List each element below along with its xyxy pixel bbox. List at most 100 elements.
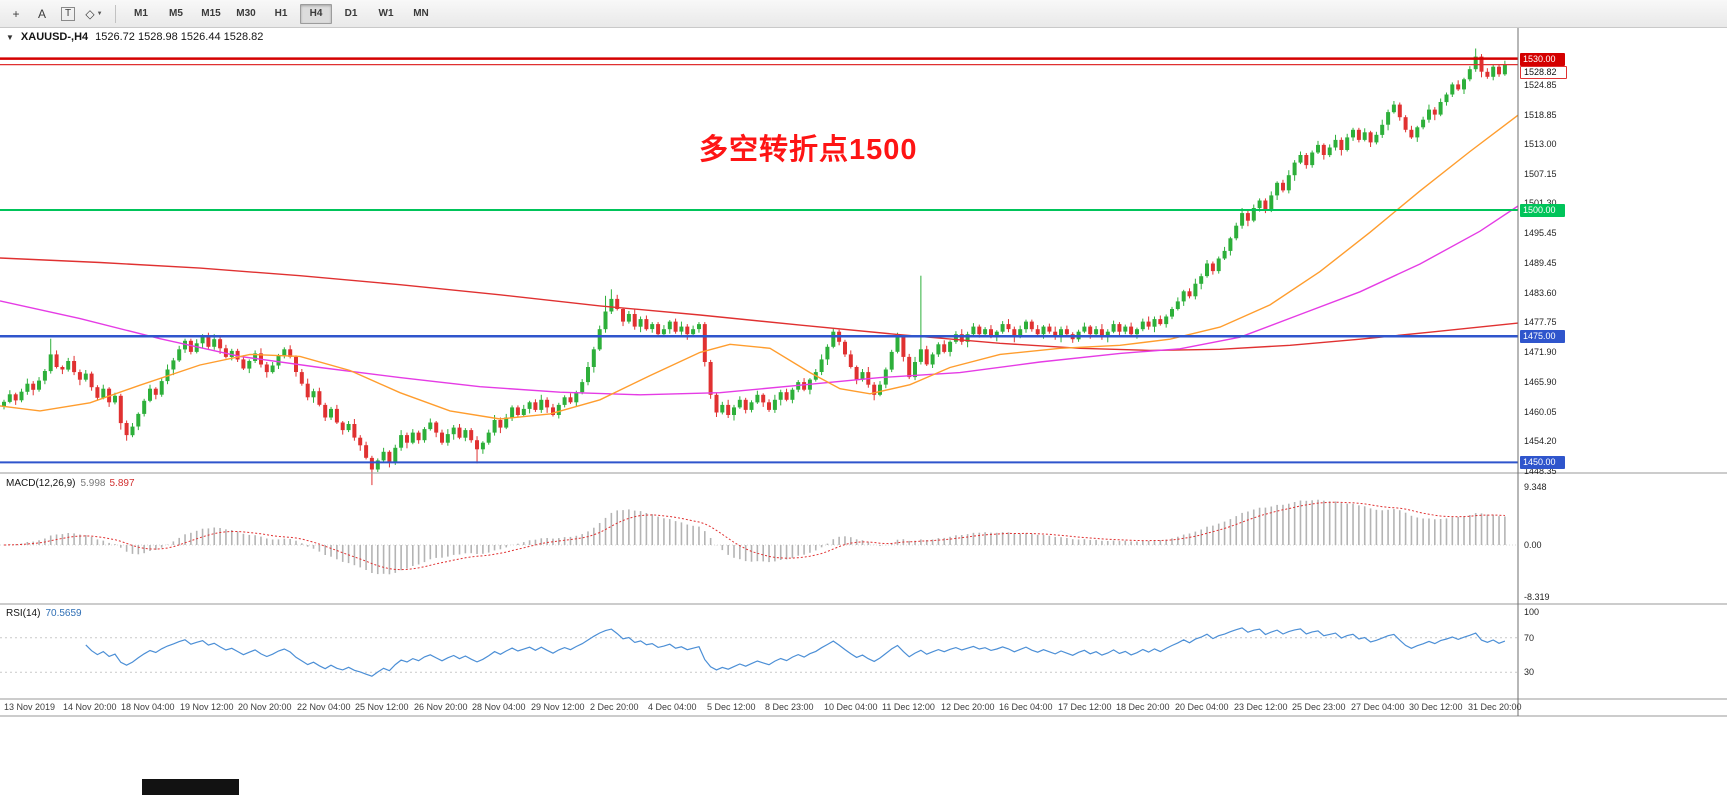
- candle-body: [334, 408, 339, 423]
- candle-body: [218, 339, 223, 349]
- candle-body: [1245, 213, 1250, 221]
- candle-body: [702, 324, 707, 362]
- timeframe-button-m30[interactable]: M30: [236, 8, 256, 19]
- macd-signal-line: [3, 501, 1505, 571]
- candle-body: [983, 329, 988, 335]
- candle-body: [918, 349, 923, 362]
- rsi-value: 70.5659: [45, 608, 82, 619]
- candle-body: [597, 329, 602, 350]
- candle-body: [264, 364, 269, 373]
- macd-scale-0.00: 0.00: [1524, 540, 1542, 550]
- timeframe-button-m5[interactable]: M5: [169, 8, 183, 19]
- candle-body: [720, 404, 725, 413]
- candle-body: [708, 362, 713, 395]
- candle-body: [1193, 283, 1198, 297]
- candle-body: [673, 321, 678, 332]
- crosshair-tool-icon: +: [12, 6, 20, 21]
- timeframe-button-h1[interactable]: H1: [274, 8, 288, 19]
- price-level-badge-1500.00: 1500.00: [1520, 204, 1565, 217]
- candle-body: [656, 324, 661, 335]
- candle-body: [288, 349, 293, 357]
- candle-body: [340, 422, 345, 431]
- candle-body: [113, 395, 117, 403]
- candle-body: [177, 349, 182, 361]
- time-axis-label: 28 Nov 04:00: [472, 702, 526, 712]
- candle-body: [54, 354, 59, 367]
- candle-body: [323, 404, 328, 418]
- candle-body: [393, 447, 398, 463]
- time-axis-label: 14 Nov 20:00: [63, 702, 117, 712]
- candle-body: [305, 383, 310, 398]
- candle-body: [685, 326, 690, 335]
- time-axis-label: 25 Nov 12:00: [355, 702, 409, 712]
- candle-body: [1286, 175, 1291, 191]
- candle-body: [270, 365, 275, 373]
- candle-body: [72, 361, 77, 373]
- candle-body: [1304, 155, 1309, 166]
- shapes-tool-button[interactable]: ◇ ▼: [82, 3, 106, 25]
- candle-body: [1485, 71, 1490, 77]
- candle-body: [907, 356, 912, 378]
- candle-body: [457, 427, 462, 438]
- candle-body: [1041, 326, 1046, 335]
- candle-body: [697, 324, 701, 330]
- candle-body: [1082, 326, 1087, 332]
- shapes-tool-icon: ◇: [85, 6, 95, 21]
- candle-body: [737, 399, 742, 408]
- chevron-down-icon: ▼: [96, 10, 103, 17]
- candle-body: [1135, 329, 1139, 335]
- time-axis-label: 4 Dec 04:00: [648, 702, 697, 712]
- timeframe-button-mn[interactable]: MN: [413, 8, 429, 19]
- macd-scale--8.319: -8.319: [1524, 592, 1550, 602]
- candle-body: [1199, 276, 1204, 284]
- candle-body: [1380, 124, 1385, 135]
- text-label-tool-button[interactable]: T: [56, 3, 80, 25]
- candle-body: [469, 430, 474, 441]
- candle-body: [638, 319, 643, 327]
- candle-body: [1181, 291, 1186, 302]
- timeframe-button-d1[interactable]: D1: [344, 8, 358, 19]
- toolbar-separator: [115, 4, 116, 23]
- candle-body: [989, 329, 993, 337]
- candle-body: [913, 362, 917, 378]
- macd-title: MACD(12,26,9): [6, 478, 76, 489]
- candle-body: [1129, 326, 1134, 335]
- timeframe-button-w1[interactable]: W1: [378, 8, 394, 19]
- price-tick-1495.45: 1495.45: [1524, 228, 1557, 238]
- candle-body: [661, 329, 666, 335]
- candle-body: [369, 457, 374, 470]
- crosshair-tool-button[interactable]: +: [4, 3, 28, 25]
- one-click-trading-toggle-icon[interactable]: ▼: [6, 32, 14, 42]
- price-tick-1507.15: 1507.15: [1524, 169, 1557, 179]
- candle-body: [854, 367, 859, 380]
- symbol-ohlc-values: 1526.72 1528.98 1526.44 1528.82: [95, 31, 264, 43]
- candle-body: [510, 407, 515, 418]
- candle-body: [405, 435, 409, 443]
- timeframe-button-m1[interactable]: M1: [134, 8, 148, 19]
- candle-body: [942, 344, 947, 352]
- candle-body: [1386, 112, 1391, 125]
- candle-body: [521, 408, 526, 415]
- candle-body: [77, 372, 82, 380]
- candle-body: [901, 336, 906, 357]
- candle-body: [1018, 329, 1023, 337]
- candle-body: [732, 407, 736, 415]
- candle-body: [1497, 66, 1501, 75]
- candle-body: [247, 361, 252, 369]
- text-tool-button[interactable]: A: [30, 3, 54, 25]
- timeframe-button-m15[interactable]: M15: [201, 8, 221, 19]
- candle-body: [130, 426, 135, 436]
- candle-body: [1345, 137, 1350, 150]
- candle-body: [626, 314, 631, 322]
- candle-body: [527, 402, 532, 409]
- candle-body: [562, 397, 567, 405]
- candle-body: [1362, 132, 1367, 140]
- time-axis-label: 10 Dec 04:00: [824, 702, 878, 712]
- timeframe-button-h4[interactable]: H4: [300, 3, 332, 24]
- candle-body: [299, 372, 304, 384]
- candle-body: [574, 392, 579, 403]
- time-axis-label: 12 Dec 20:00: [941, 702, 995, 712]
- candle-body: [498, 420, 503, 428]
- candle-body: [183, 340, 187, 350]
